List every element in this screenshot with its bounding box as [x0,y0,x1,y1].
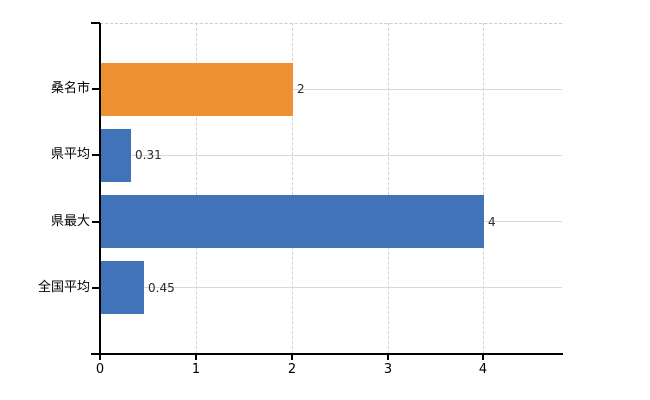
x-tick-label: 3 [383,362,393,377]
x-tick [386,354,389,360]
bar-value-label: 0.45 [148,281,175,295]
gridline-horizontal [100,88,562,90]
y-axis-line [99,23,101,355]
category-label: 桑名市 [50,81,90,96]
y-tick [92,220,100,223]
category-label: 全国平均 [37,280,90,295]
plot-top-border [100,23,562,24]
gridline-vertical [387,23,389,354]
x-tick [290,354,293,360]
gridline-vertical [195,23,197,354]
gridline-horizontal [100,154,562,156]
y-tick [92,88,100,91]
bar-1[interactable] [101,129,131,182]
x-tick [482,354,485,360]
y-axis-top-tick [91,22,100,24]
x-tick-label: 1 [191,362,201,377]
y-tick [92,286,100,289]
gridline-horizontal [100,287,562,289]
bar-3[interactable] [101,261,144,314]
x-tick-label: 4 [478,362,488,377]
x-tick [194,354,197,360]
gridline-vertical [291,23,293,354]
gridline-vertical [483,23,485,354]
x-tick [99,354,101,360]
x-tick-label: 2 [287,362,297,377]
bar-0[interactable] [101,63,293,116]
bar-2[interactable] [101,195,484,248]
category-label: 県最大 [50,214,90,229]
y-tick [92,154,100,157]
x-axis-line [91,353,563,355]
x-tick-label: 0 [95,362,105,377]
bar-value-label: 4 [488,215,496,229]
bar-value-label: 0.31 [135,148,162,162]
category-label: 県平均 [50,147,90,162]
bar-value-label: 2 [297,82,305,96]
